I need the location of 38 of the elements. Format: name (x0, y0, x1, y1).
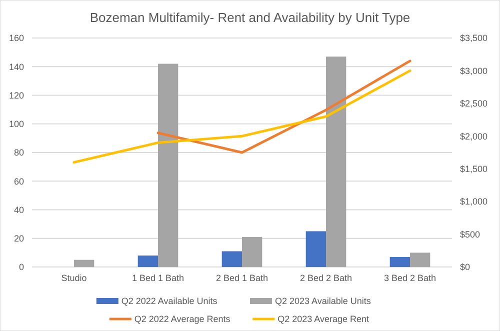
y2-tick-label: $2,500 (460, 98, 488, 109)
y2-tick-label: $1,000 (460, 196, 488, 207)
y2-tick-label: $1,500 (460, 164, 488, 174)
bar (326, 56, 346, 267)
x-tick-label: 2 Bed 2 Bath (300, 273, 352, 283)
legend-label: Q2 2023 Average Rent (278, 314, 370, 324)
y2-tick-label: $0 (460, 262, 470, 272)
y-tick-label: 100 (8, 119, 24, 130)
y-tick-label: 120 (8, 90, 24, 100)
chart-title: Bozeman Multifamily- Rent and Availability by Unit Type (90, 10, 410, 25)
bar (222, 251, 242, 267)
bar (158, 64, 178, 267)
bar (242, 236, 262, 267)
x-tick-label: 2 Bed 1 Bath (216, 273, 268, 283)
x-tick-label: 1 Bed 1 Bath (132, 273, 184, 283)
y-tick-label: 140 (8, 62, 24, 72)
y-tick-label: 0 (18, 262, 24, 272)
y2-tick-label: $3,000 (460, 66, 488, 76)
legend-label: Q2 2022 Available Units (121, 296, 218, 306)
legend-label: Q2 2022 Average Rents (134, 314, 231, 324)
y-tick-label: 20 (14, 234, 24, 244)
bar (74, 260, 94, 267)
y-tick-label: 60 (14, 176, 24, 186)
bar (138, 256, 158, 267)
x-tick-label: 3 Bed 2 Bath (384, 273, 436, 283)
line-series (156, 60, 412, 154)
bar (410, 252, 430, 267)
x-tick-label: Studio (61, 273, 87, 283)
bar (390, 256, 410, 267)
y-tick-label: 160 (8, 33, 24, 44)
line-series (72, 69, 412, 164)
legend-label: Q2 2023 Available Units (275, 296, 372, 306)
bar (306, 231, 326, 267)
y2-tick-label: $2,000 (460, 131, 488, 142)
y-tick-label: 80 (14, 148, 24, 158)
y2-tick-label: $500 (460, 229, 480, 240)
y2-tick-label: $3,500 (460, 33, 488, 44)
y-tick-label: 40 (14, 204, 24, 215)
